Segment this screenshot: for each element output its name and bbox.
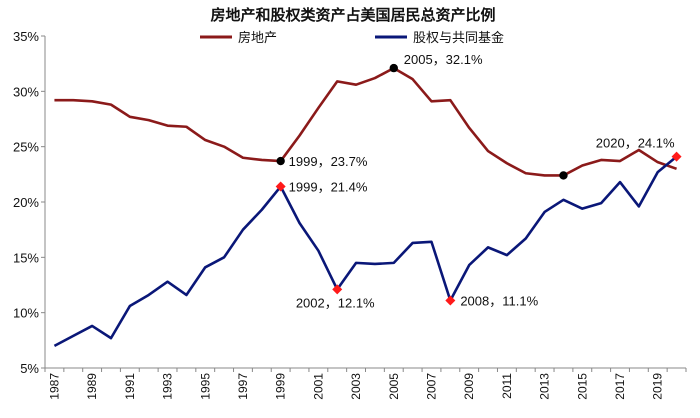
legend: 房地产 股权与共同基金 xyxy=(200,30,504,46)
legend-label-equity: 股权与共同基金 xyxy=(413,30,504,46)
x-tick-label: 2003 xyxy=(349,373,363,400)
x-tick-label: 2013 xyxy=(538,373,552,400)
annotation-label: 2005，32.1% xyxy=(404,52,483,67)
series-lines xyxy=(53,66,678,348)
x-tick-label: 1989 xyxy=(85,373,99,400)
annotation-marker-diamond xyxy=(671,151,682,162)
annotation-marker-diamond xyxy=(445,295,456,306)
x-tick-label: 2017 xyxy=(613,373,627,400)
annotation-marker-diamond xyxy=(275,181,286,192)
annotation-label: 2008，11.1% xyxy=(460,293,538,308)
x-tick-label: 2009 xyxy=(462,373,476,400)
x-tick-label: 2015 xyxy=(575,373,589,400)
annotation-label: 1999，23.7% xyxy=(289,154,368,169)
y-tick-label: 25% xyxy=(13,140,39,155)
x-tick-label: 1991 xyxy=(123,373,137,400)
x-tick-label: 2007 xyxy=(424,373,438,400)
annotation-markers xyxy=(275,63,682,306)
annotation-label: 1999，21.4% xyxy=(289,180,368,195)
y-tick-label: 20% xyxy=(13,195,39,210)
series-line-equity xyxy=(53,155,678,348)
x-tick-label: 1995 xyxy=(198,373,212,400)
annotation-marker-circle xyxy=(559,171,568,180)
annotation-marker-diamond xyxy=(332,284,343,295)
legend-label-real-estate: 房地产 xyxy=(238,30,277,46)
series-line-real-estate xyxy=(54,66,678,177)
y-tick-label: 30% xyxy=(13,84,39,99)
annotation-marker-circle xyxy=(276,156,285,166)
annotation-label: 2020，24.1% xyxy=(596,136,675,151)
annotation-marker-circle xyxy=(389,63,398,73)
x-tick-label: 1997 xyxy=(236,373,250,400)
annotation-labels: 1999，23.7% 2005，32.1% 1999，21.4% 2002，12.1%… xyxy=(289,52,675,310)
annotation-label: 2002，12.1% xyxy=(296,295,375,310)
y-tick-label: 10% xyxy=(13,306,39,321)
y-tick-label: 5% xyxy=(20,361,39,376)
x-tick-label: 2011 xyxy=(500,373,514,399)
x-tick-label: 2005 xyxy=(387,373,401,400)
chart-title: 房地产和股权类资产占美国居民总资产比例 xyxy=(210,6,495,24)
axes: 5% 10% 15% 20% 25% 30% 35% 1987 1989 1991 1993 1995… xyxy=(13,29,687,400)
x-tick-label: 1999 xyxy=(274,373,288,400)
x-tick-label: 2001 xyxy=(311,373,325,400)
x-tick-label: 1987 xyxy=(47,373,61,400)
y-tick-label: 35% xyxy=(13,29,39,44)
y-tick-label: 15% xyxy=(13,250,39,265)
x-tick-label: 1993 xyxy=(161,373,175,400)
x-tick-label: 2019 xyxy=(651,373,665,400)
